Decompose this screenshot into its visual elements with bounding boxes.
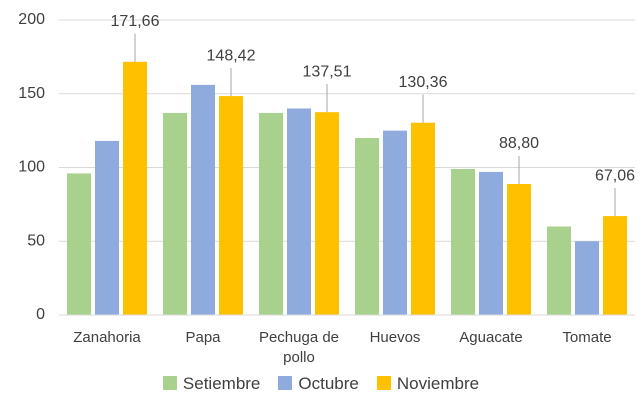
legend-item: Noviembre [376,374,480,394]
plot: 0 50 100 150 200 171,66 148,42 137,51 130,36 88,8… [18,11,635,323]
bar [123,61,147,315]
legend-swatch [278,376,293,390]
value-label: 137,51 [303,63,352,80]
bar [259,112,283,315]
y-tick-label: 0 [36,306,45,323]
legend-item: Octubre [278,374,359,394]
bar [355,138,379,315]
legend-label: Octubre [298,374,359,393]
bar [507,184,531,315]
value-label: 67,06 [595,167,635,184]
bar [451,168,475,315]
legend-label: Setiembre [182,374,261,393]
y-tick-label: 200 [18,11,45,28]
legend: Setiembre Octubre Noviembre [0,374,642,394]
bar [547,226,571,315]
bar [383,130,407,315]
bar [575,241,599,315]
value-label: 148,42 [207,47,256,64]
bar [479,171,503,315]
y-tick-label: 100 [18,159,45,176]
x-tick-label: Pechuga de pollo [258,329,340,366]
bar [163,112,187,315]
legend-swatch [376,376,391,390]
x-tick-label: Aguacate [459,329,523,346]
bar [315,112,339,315]
legend-item: Setiembre [162,374,261,394]
x-tick-label: Huevos [369,329,421,346]
x-tick-label: Tomate [562,329,612,346]
x-tick-label: Papa [185,329,221,346]
bar [67,173,91,315]
y-tick-label: 50 [27,232,45,249]
legend-label: Noviembre [396,374,480,393]
bar [603,216,627,315]
bar [191,84,215,316]
value-label: 171,66 [111,13,160,30]
y-tick-label: 150 [18,85,45,102]
bar [287,108,311,315]
bar [411,122,435,316]
x-tick-label: Zanahoria [73,329,141,346]
bar [219,96,243,315]
legend-swatch [162,376,177,390]
value-label: 130,36 [399,74,448,91]
bar [95,140,119,315]
value-label: 88,80 [499,135,539,152]
